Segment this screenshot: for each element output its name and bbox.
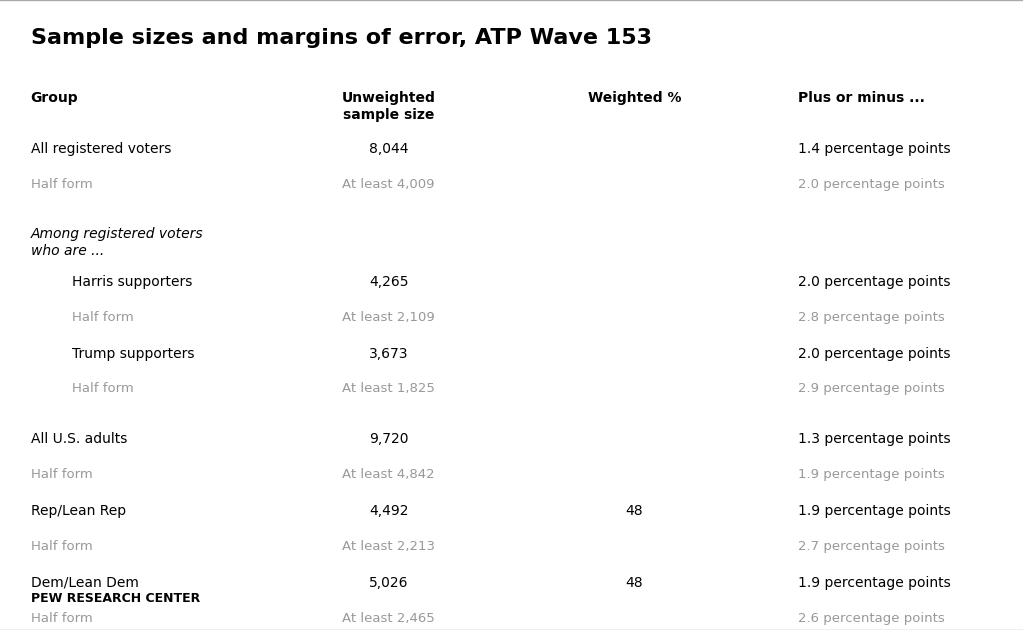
Text: All U.S. adults: All U.S. adults [31, 432, 127, 446]
Text: Half form: Half form [72, 382, 133, 396]
Text: 1.9 percentage points: 1.9 percentage points [798, 468, 944, 481]
Text: 4,265: 4,265 [369, 275, 408, 289]
Text: Half form: Half form [31, 468, 92, 481]
Text: At least 2,213: At least 2,213 [343, 540, 435, 553]
Text: Weighted %: Weighted % [587, 91, 681, 105]
Text: Unweighted
sample size: Unweighted sample size [342, 91, 436, 122]
Text: 2.0 percentage points: 2.0 percentage points [798, 275, 950, 289]
Text: 3,673: 3,673 [369, 346, 408, 360]
Text: Group: Group [31, 91, 79, 105]
Text: Half form: Half form [72, 311, 133, 324]
Text: Plus or minus ...: Plus or minus ... [798, 91, 925, 105]
Text: 48: 48 [625, 576, 643, 590]
Text: 2.0 percentage points: 2.0 percentage points [798, 346, 950, 360]
Text: Dem/Lean Dem: Dem/Lean Dem [31, 576, 138, 590]
Text: At least 2,109: At least 2,109 [343, 311, 435, 324]
Text: Harris supporters: Harris supporters [72, 275, 192, 289]
Text: Sample sizes and margins of error, ATP Wave 153: Sample sizes and margins of error, ATP W… [31, 28, 652, 49]
Text: PEW RESEARCH CENTER: PEW RESEARCH CENTER [31, 592, 199, 605]
Text: All registered voters: All registered voters [31, 142, 171, 156]
Text: 2.0 percentage points: 2.0 percentage points [798, 178, 944, 191]
Text: 2.6 percentage points: 2.6 percentage points [798, 612, 944, 625]
Text: 4,492: 4,492 [369, 504, 408, 518]
Text: 5,026: 5,026 [369, 576, 408, 590]
Text: Half form: Half form [31, 612, 92, 625]
Text: 48: 48 [625, 504, 643, 518]
Text: 1.9 percentage points: 1.9 percentage points [798, 504, 950, 518]
Text: 1.9 percentage points: 1.9 percentage points [798, 576, 950, 590]
Text: Half form: Half form [31, 540, 92, 553]
Text: At least 4,842: At least 4,842 [343, 468, 435, 481]
Text: At least 2,465: At least 2,465 [343, 612, 435, 625]
Text: 1.3 percentage points: 1.3 percentage points [798, 432, 950, 446]
Text: Rep/Lean Rep: Rep/Lean Rep [31, 504, 126, 518]
Text: 1.4 percentage points: 1.4 percentage points [798, 142, 950, 156]
Text: Among registered voters
who are ...: Among registered voters who are ... [31, 227, 204, 258]
Text: 9,720: 9,720 [369, 432, 408, 446]
Text: At least 4,009: At least 4,009 [343, 178, 435, 191]
Text: 8,044: 8,044 [369, 142, 408, 156]
Text: 2.7 percentage points: 2.7 percentage points [798, 540, 945, 553]
Text: At least 1,825: At least 1,825 [343, 382, 435, 396]
Text: 2.8 percentage points: 2.8 percentage points [798, 311, 944, 324]
Text: 2.9 percentage points: 2.9 percentage points [798, 382, 944, 396]
Text: Half form: Half form [31, 178, 92, 191]
Text: Trump supporters: Trump supporters [72, 346, 194, 360]
